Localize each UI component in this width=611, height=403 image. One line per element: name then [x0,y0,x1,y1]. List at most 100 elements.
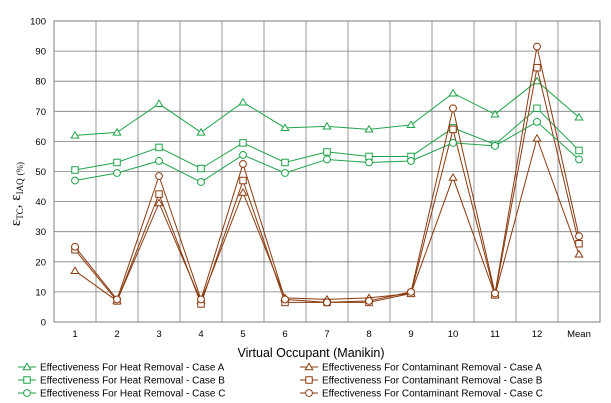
data-point-0-10 [490,109,500,118]
legend: Effectiveness For Heat Removal - Case A E… [18,362,543,400]
data-point-4-4 [239,151,247,159]
data-point-2-4 [239,139,247,147]
x-axis-ticks: 1 2 3 4 5 6 7 8 9 10 11 12 Mean [72,329,591,340]
data-point-0-2 [154,99,164,107]
y-tick-label-6: 60 [35,137,46,148]
data-point-1-4 [238,187,248,196]
data-point-2-6 [323,148,331,156]
y-tick-label-3: 30 [35,227,46,238]
data-point-0-4 [238,97,248,106]
data-point-0-12 [574,112,584,121]
data-point-2-3 [197,164,205,173]
x-tick-label-1: 2 [114,329,119,340]
legend-label-0: Effectiveness For Heat Removal - Case A [40,363,225,374]
data-point-5-1 [113,295,121,304]
legend-item-0: Effectiveness For Heat Removal - Case A [18,362,225,374]
grid [54,20,600,323]
x-tick-label-10: 11 [490,329,500,340]
y-tick-label-4: 40 [35,197,46,208]
x-tick-label-2: 3 [156,329,161,340]
legend-item-1: Effectiveness For Contaminant Removal - … [300,362,542,374]
data-point-4-1 [113,169,121,177]
x-tick-label-7: 8 [366,329,371,340]
y-axis-separator: , [8,201,24,209]
legend-marker-5 [305,389,313,397]
y-axis-subscript-1: TC [15,208,25,220]
data-point-3-12 [575,240,583,248]
y-axis-subscript-2: IAQ [15,178,25,194]
data-point-5-10 [491,289,499,298]
data-point-5-2 [155,172,163,180]
y-tick-label-9: 90 [35,47,46,58]
x-tick-label-8: 9 [408,329,413,340]
y-tick-label-7: 70 [35,107,46,118]
data-point-3-9 [449,125,457,134]
data-point-0-6 [322,121,332,130]
data-point-4-10 [491,141,499,150]
x-tick-label-4: 5 [240,329,245,340]
data-point-2-2 [155,143,163,152]
legend-marker-0 [22,362,32,371]
y-tick-label-10: 100 [30,17,46,28]
x-axis-title: Virtual Occupant (Manikin) [237,346,384,360]
data-point-0-8 [406,120,416,129]
series-0 [70,76,584,139]
legend-marker-1 [304,362,314,371]
y-axis-ticks: 0 10 20 30 40 50 60 70 80 90 100 [30,17,46,329]
data-point-0-11 [532,76,542,85]
data-point-2-0 [71,166,79,174]
legend-label-5: Effectiveness For Contaminant Removal - … [322,389,543,400]
data-point-4-3 [197,178,205,186]
data-point-2-1 [113,158,121,167]
legend-marker-4 [23,389,31,397]
y-tick-label-1: 10 [35,287,46,298]
legend-marker-3 [305,376,313,384]
data-point-2-11 [533,104,541,113]
legend-label-1: Effectiveness For Contaminant Removal - … [322,363,542,374]
data-point-5-4 [239,160,247,168]
legend-label-3: Effectiveness For Contaminant Removal - … [322,376,543,387]
data-point-2-12 [575,146,583,155]
x-tick-label-0: 1 [72,329,77,340]
data-point-5-0 [71,242,79,251]
data-point-3-11 [533,63,541,72]
legend-item-3: Effectiveness For Contaminant Removal - … [300,376,543,387]
data-point-4-12 [575,155,583,164]
data-point-3-4 [239,176,247,185]
data-point-0-0 [70,130,80,139]
y-tick-label-5: 50 [35,167,46,178]
data-point-2-5 [281,158,289,167]
data-point-4-6 [323,155,331,164]
data-point-5-9 [449,104,457,113]
x-tick-label-9: 10 [448,329,459,340]
data-point-4-2 [155,157,163,165]
data-point-0-5 [280,123,290,132]
legend-label-2: Effectiveness For Heat Removal - Case B [40,376,225,387]
data-point-4-11 [533,117,541,126]
x-tick-label-12: Mean [567,329,591,340]
data-point-1-12 [574,249,584,258]
data-point-5-11 [533,42,541,51]
svg-text:εTC, εIAQ(%): εTC, εIAQ(%) [8,162,25,226]
data-point-4-8 [407,157,415,165]
legend-item-5: Effectiveness For Contaminant Removal - … [300,389,543,400]
y-tick-label-0: 0 [41,318,46,329]
series-4 [71,117,583,186]
data-point-5-3 [197,295,205,304]
data-point-4-5 [281,169,289,177]
y-tick-label-8: 80 [35,77,46,88]
data-point-1-0 [70,266,80,275]
y-axis-unit: (%) [15,162,25,176]
data-point-4-0 [71,176,79,185]
data-point-0-7 [364,124,374,133]
data-point-5-7 [365,297,373,305]
data-point-1-9 [448,172,458,181]
series-5 [71,42,583,307]
data-point-5-8 [407,287,415,296]
x-tick-label-5: 6 [282,329,287,340]
x-tick-label-6: 7 [324,329,329,340]
y-axis-symbol-1: ε [8,220,24,226]
data-point-1-2 [154,198,164,207]
legend-item-4: Effectiveness For Heat Removal - Case C [18,389,225,400]
